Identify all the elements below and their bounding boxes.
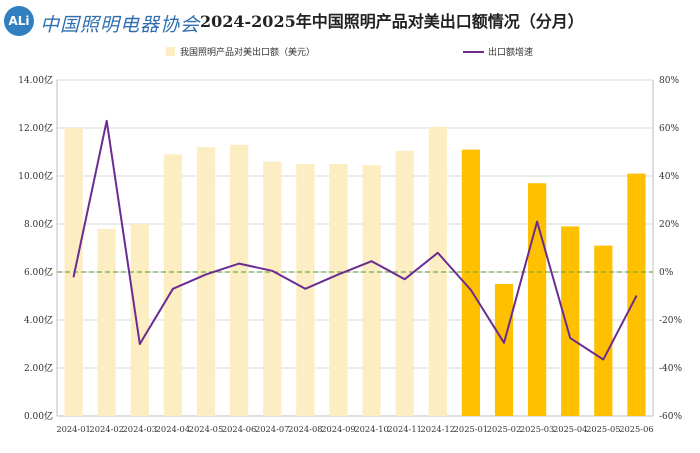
chart-title: 2024-2025年中国照明产品对美出口额情况（分月） [200,12,584,31]
y-left-tick-label: 4.00亿 [24,314,53,326]
line-point [105,120,108,122]
x-tick-label: 2024-11 [387,424,421,434]
legend-label-line: 出口额增速 [488,46,533,58]
legend-label-bars: 我国照明产品对美出口额（美元） [180,46,315,58]
x-tick-label: 2024-04 [156,424,190,434]
y-left-tick-label: 2.00亿 [24,362,53,374]
y-left-tick-label: 14.00亿 [18,74,53,86]
legend-swatch-bars [166,47,175,56]
x-tick-label: 2024-02 [89,424,123,434]
line-point [172,288,174,290]
line-point [569,337,572,339]
y-left-tick-label: 6.00亿 [24,266,53,278]
x-tick-label: 2024-10 [354,424,388,434]
y-right-tick-label: 40% [659,172,679,182]
logo-badge-icon: ALi [4,6,34,36]
x-tick-label: 2025-02 [487,424,521,434]
y-right-tick-label: 80% [659,76,679,86]
x-tick-label: 2025-03 [520,424,554,434]
bar [395,150,414,417]
x-tick-label: 2025-05 [586,424,620,434]
line-point [536,220,538,223]
x-tick-label: 2024-05 [189,424,223,434]
line-point [470,289,472,291]
y-left-tick-label: 10.00亿 [18,170,53,182]
bar [130,224,149,416]
bar [263,161,282,416]
x-tick-label: 2024-09 [321,424,355,434]
y-left-tick-label: 0.00亿 [24,410,53,422]
series-line-growth [72,119,638,361]
bar [296,164,315,416]
bar [163,154,182,416]
logo-text: 中国照明电器协会 [40,14,201,36]
x-tick-label: 2024-03 [123,424,157,434]
x-tick-label: 2025-04 [553,424,587,434]
y-right-tick-label: -20% [659,316,682,326]
bar [561,226,580,416]
line-point [205,273,207,276]
y-left-tick-label: 8.00亿 [24,218,53,230]
y-right-tick-label: 0% [659,268,674,278]
y-right-tick-label: -40% [659,364,682,374]
x-tick-label: 2024-08 [288,424,322,434]
x-tick-label: 2024-01 [56,424,90,434]
y-right-tick-label: -60% [659,412,682,422]
bar [461,149,480,416]
bar [627,173,646,416]
line-point [238,262,240,265]
bar [196,147,216,416]
bar [230,144,249,417]
line-point [138,343,141,345]
bar [594,245,613,416]
line-point [403,278,406,281]
x-tick-label: 2024-07 [255,424,289,434]
line-point [635,295,638,297]
line-point [436,252,439,254]
line-point [72,276,75,278]
line-point [271,270,274,272]
y-left-tick-label: 12.00亿 [18,122,53,134]
x-tick-label: 2024-12 [421,424,455,434]
line-point [602,358,605,361]
line-point [304,288,307,290]
logo: ALi 中国照明电器协会 [4,6,199,38]
bar [97,228,116,416]
x-tick-label: 2024-06 [222,424,256,434]
y-right-tick-label: 20% [659,220,679,230]
bar [362,165,381,416]
bar [528,183,547,416]
line-point [370,260,373,263]
bar [329,164,348,416]
line-point [337,273,340,276]
y-right-tick-label: 60% [659,124,679,134]
x-tick-label: 2025-01 [454,424,488,434]
bar [494,284,514,416]
x-tick-label: 2025-06 [619,424,653,434]
line-point [503,342,505,344]
